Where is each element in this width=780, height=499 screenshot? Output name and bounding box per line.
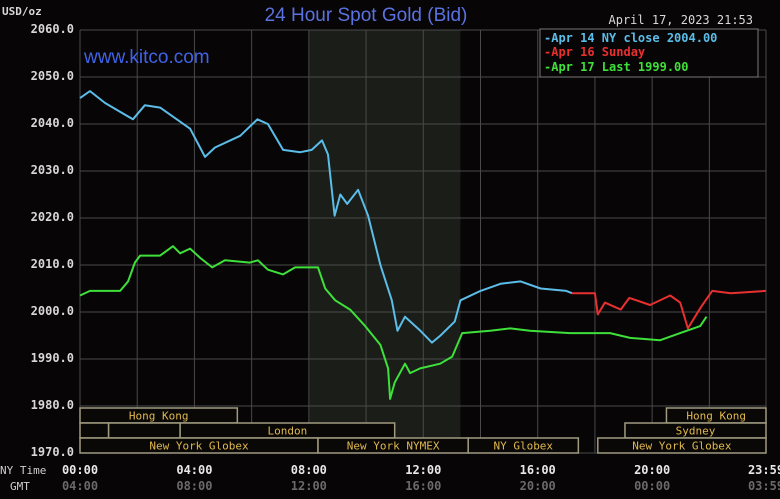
- legend: -Apr 14 NY close 2004.00 -Apr 16 Sunday …: [539, 28, 759, 78]
- y-tick-label: 2060.0: [31, 22, 74, 36]
- session-bar: [107, 422, 181, 439]
- series-lines: [79, 90, 767, 400]
- x-tick-label-gmt: 04:00: [62, 479, 98, 493]
- x-tick-label-gmt: 16:00: [405, 479, 441, 493]
- y-tick-label: 2050.0: [31, 69, 74, 83]
- session-bar: [79, 422, 110, 439]
- x-tick-label-gmt: 03:59: [748, 479, 780, 493]
- nymex-shaded-region: [308, 30, 461, 453]
- series-line-2: [79, 245, 708, 400]
- session-bar: [467, 437, 580, 454]
- chart-title: 24 Hour Spot Gold (Bid): [265, 5, 468, 26]
- session-label: New York NYMEX: [347, 440, 440, 453]
- y-axis-ticks: 2060.0 2050.0 2040.0 2030.0 2020.0 2010.0 2000…: [31, 22, 74, 459]
- x-tick-label-gmt: 08:00: [176, 479, 212, 493]
- y-tick-label: 1970.0: [31, 445, 74, 459]
- x-tick-label-ny: 04:00: [176, 463, 212, 477]
- timestamp: April 17, 2023 21:53: [609, 13, 754, 27]
- x-tick-label-gmt: 20:00: [520, 479, 556, 493]
- x-tick-label-ny: 00:00: [62, 463, 98, 477]
- legend-entry-apr14: -Apr 14 NY close 2004.00: [544, 31, 717, 45]
- kitco-watermark: www.kitco.com: [83, 47, 210, 68]
- series-line-0: [79, 90, 573, 344]
- session-label: Hong Kong: [686, 410, 746, 423]
- y-tick-label: 2000.0: [31, 304, 74, 318]
- session-label: Sydney: [676, 425, 716, 438]
- x-tick-label-ny: 12:00: [405, 463, 441, 477]
- session-label: London: [268, 425, 308, 438]
- y-tick-label: 1990.0: [31, 351, 74, 365]
- session-bar: [597, 437, 767, 454]
- session-label: Hong Kong: [129, 410, 189, 423]
- session-label: NY Globex: [493, 440, 553, 453]
- legend-entry-apr17: -Apr 17 Last 1999.00: [544, 60, 689, 74]
- session-label: New York Globex: [149, 440, 249, 453]
- legend-box: [539, 28, 759, 78]
- y-tick-label: 2030.0: [31, 163, 74, 177]
- y-tick-label: 1980.0: [31, 398, 74, 412]
- y-tick-label: 2020.0: [31, 210, 74, 224]
- x-tick-label-ny: 20:00: [634, 463, 670, 477]
- trading-sessions: Hong Kong Hong Kong London Sydney New York G…: [79, 407, 767, 454]
- session-label: New York Globex: [632, 440, 732, 453]
- ny-time-row-label: NY Time: [0, 464, 46, 477]
- gmt-row-label: GMT: [10, 480, 30, 493]
- y-tick-label: 2040.0: [31, 116, 74, 130]
- x-tick-label-ny: 16:00: [520, 463, 556, 477]
- x-tick-label-gmt: 00:00: [634, 479, 670, 493]
- y-axis-label: USD/oz: [2, 5, 42, 18]
- x-tick-label-ny: 08:00: [291, 463, 327, 477]
- x-tick-label-ny: 23:59: [748, 463, 780, 477]
- x-tick-label-gmt: 12:00: [291, 479, 327, 493]
- x-axis-ticks: 00:00 04:00 04:00 08:00 08:00 12:00 12:00 16:00…: [62, 463, 780, 493]
- y-tick-label: 2010.0: [31, 257, 74, 271]
- legend-entry-apr16: -Apr 16 Sunday: [544, 45, 645, 59]
- series-line-1: [572, 289, 767, 330]
